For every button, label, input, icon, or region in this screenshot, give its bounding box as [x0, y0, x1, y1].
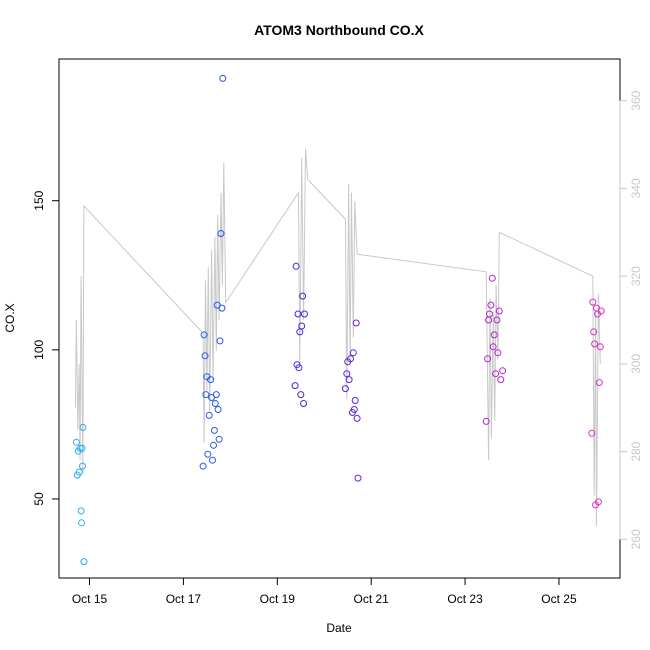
data-point [488, 274, 496, 282]
data-point [341, 385, 349, 393]
data-point [199, 462, 207, 470]
data-point [72, 438, 80, 446]
data-points-layer [72, 74, 605, 566]
x-tick-label: Oct 17 [166, 592, 202, 606]
data-point [597, 307, 605, 315]
data-point [212, 391, 220, 399]
data-point [209, 456, 216, 464]
data-point [492, 370, 500, 378]
x-tick-label: Oct 15 [72, 592, 108, 606]
data-point [350, 406, 358, 413]
data-point [351, 397, 359, 404]
data-point [298, 322, 306, 330]
data-point [486, 310, 493, 318]
x-axis-label: Date [326, 621, 352, 635]
x-axis: Oct 15 Oct 17 Oct 19 Oct 21 Oct 23 Oct 25 [72, 577, 577, 606]
data-point [494, 349, 502, 357]
data-point [499, 367, 507, 375]
data-point [76, 444, 84, 452]
data-point [590, 328, 598, 336]
data-point [215, 435, 223, 443]
data-point [301, 310, 308, 318]
right-y-tick-label: 280 [629, 441, 643, 461]
data-point [78, 519, 85, 527]
data-point [292, 262, 300, 270]
data-point [487, 301, 495, 309]
data-point [219, 74, 227, 82]
data-point [214, 406, 222, 413]
data-point [299, 292, 307, 300]
data-point [211, 400, 219, 407]
data-point [591, 340, 599, 348]
series-line-right [74, 148, 601, 527]
y-tick-label: 150 [32, 190, 46, 210]
data-point [352, 319, 360, 327]
data-point [353, 414, 361, 422]
data-point [349, 349, 357, 357]
right-y-tick-label: 300 [629, 354, 643, 374]
data-point [297, 391, 305, 399]
plot-frame [58, 58, 621, 579]
y-axis-label: CO.X [3, 303, 17, 332]
data-point [482, 417, 490, 425]
data-point [216, 337, 224, 345]
data-point [210, 426, 218, 434]
data-point [210, 441, 217, 449]
x-tick-label: Oct 19 [260, 592, 296, 606]
right-y-tick-label: 260 [629, 529, 643, 549]
right-y-axis: 260 280 300 320 340 360 [619, 90, 643, 549]
data-point [207, 376, 215, 384]
y-axis: 50 100 150 [32, 190, 60, 506]
data-point [200, 331, 208, 339]
data-point [589, 298, 597, 306]
data-point [497, 376, 505, 384]
chart-title: ATOM3 Northbound CO.X [254, 22, 424, 38]
data-point [490, 331, 498, 339]
data-point [205, 411, 213, 419]
y-tick-label: 50 [32, 492, 46, 506]
data-point [79, 423, 87, 431]
data-point [594, 498, 602, 506]
data-point [489, 343, 497, 351]
data-point [79, 462, 86, 470]
data-point [204, 450, 212, 458]
data-point [218, 304, 226, 312]
data-point [201, 352, 209, 360]
data-point [300, 400, 308, 407]
data-point [588, 429, 596, 437]
right-y-tick-label: 340 [629, 178, 643, 198]
data-point [291, 382, 299, 390]
right-y-tick-label: 360 [629, 90, 643, 110]
data-point [78, 444, 86, 452]
data-point [493, 316, 501, 324]
x-tick-label: Oct 23 [447, 592, 483, 606]
x-tick-label: Oct 25 [541, 592, 577, 606]
data-point [596, 343, 604, 351]
right-y-tick-label: 320 [629, 266, 643, 286]
data-point [495, 307, 503, 315]
data-point [595, 379, 603, 387]
data-point [75, 468, 83, 476]
data-point [347, 355, 354, 363]
data-point [345, 376, 353, 384]
data-point [77, 507, 85, 515]
data-point [484, 355, 492, 363]
right-axis-series-layer [74, 148, 601, 527]
data-point [354, 474, 362, 482]
y-tick-label: 100 [32, 339, 46, 359]
data-point [295, 364, 303, 372]
x-tick-label: Oct 21 [354, 592, 390, 606]
data-point [80, 558, 88, 566]
data-point [217, 230, 225, 237]
data-point [343, 370, 351, 378]
data-point [202, 391, 210, 399]
